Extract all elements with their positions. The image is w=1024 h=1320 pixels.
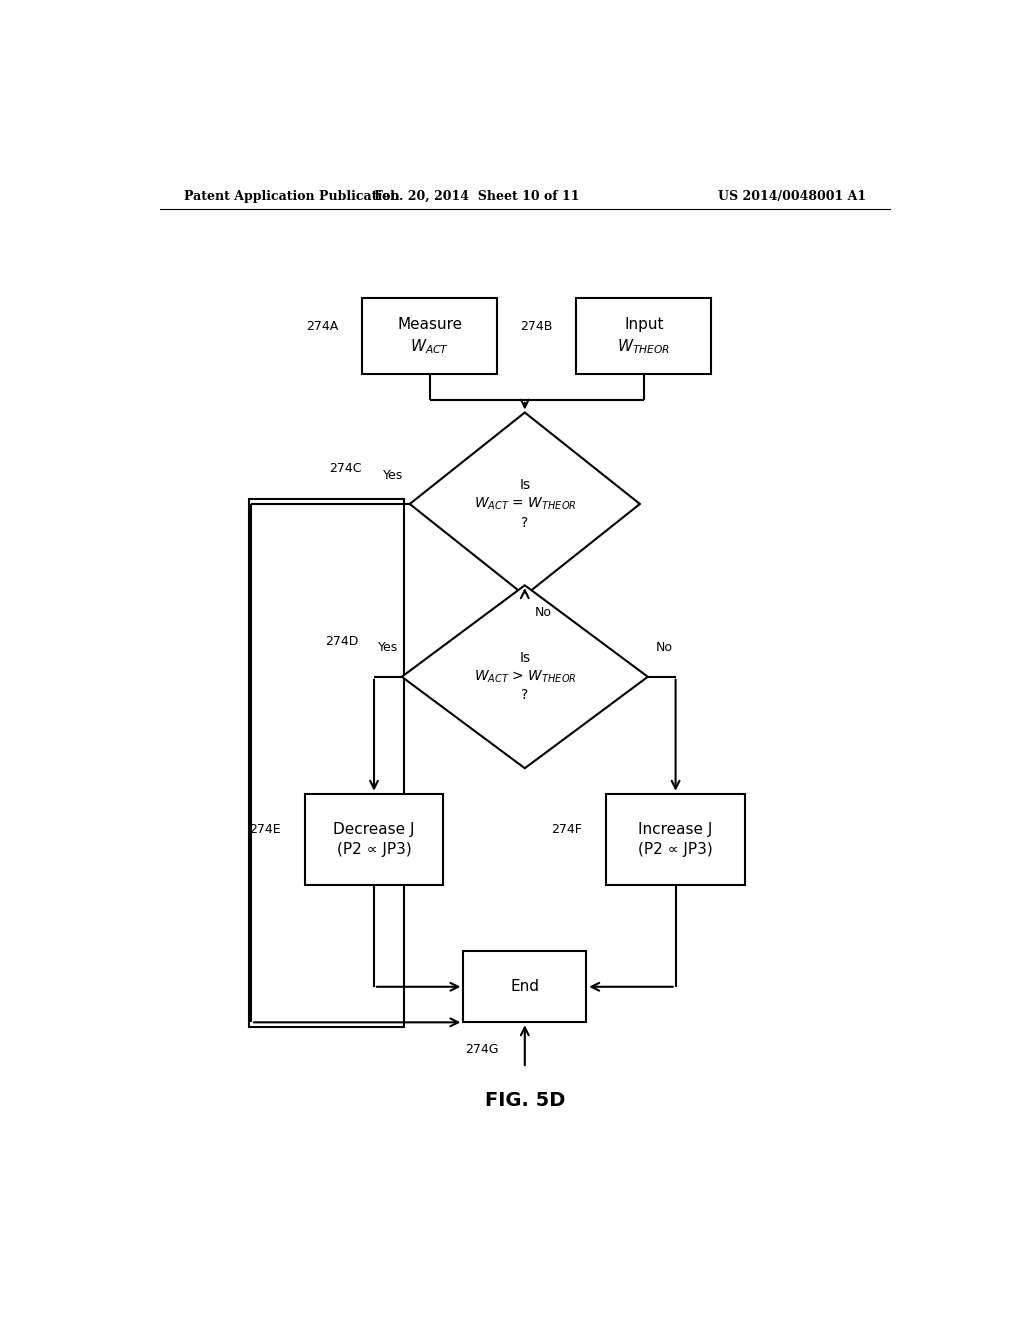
Text: FIG. 5D: FIG. 5D xyxy=(484,1092,565,1110)
Text: Increase J
(P2 ∝ JP3): Increase J (P2 ∝ JP3) xyxy=(638,822,713,857)
Bar xyxy=(463,952,587,1022)
Polygon shape xyxy=(401,585,648,768)
Bar xyxy=(577,298,712,375)
Text: 274C: 274C xyxy=(330,462,362,475)
Text: 274E: 274E xyxy=(249,822,281,836)
Text: Feb. 20, 2014  Sheet 10 of 11: Feb. 20, 2014 Sheet 10 of 11 xyxy=(375,190,580,202)
Text: Is
$W_{ACT}$ = $W_{THEOR}$
?: Is $W_{ACT}$ = $W_{THEOR}$ ? xyxy=(473,478,577,529)
Text: Measure
$W_{ACT}$: Measure $W_{ACT}$ xyxy=(397,317,462,356)
Bar xyxy=(249,499,404,1027)
Text: Yes: Yes xyxy=(383,469,403,482)
Text: 274G: 274G xyxy=(465,1043,499,1056)
Text: Input
$W_{THEOR}$: Input $W_{THEOR}$ xyxy=(617,317,671,356)
Bar xyxy=(362,298,497,375)
Text: US 2014/0048001 A1: US 2014/0048001 A1 xyxy=(718,190,866,202)
Bar xyxy=(304,793,443,886)
Text: 274B: 274B xyxy=(520,319,553,333)
Text: Decrease J
(P2 ∝ JP3): Decrease J (P2 ∝ JP3) xyxy=(333,822,415,857)
Text: Is
$W_{ACT}$ > $W_{THEOR}$
?: Is $W_{ACT}$ > $W_{THEOR}$ ? xyxy=(473,651,577,702)
Polygon shape xyxy=(410,412,640,595)
Text: 274A: 274A xyxy=(306,319,338,333)
Text: No: No xyxy=(655,642,673,655)
Text: 274F: 274F xyxy=(552,822,583,836)
Text: No: No xyxy=(535,606,551,619)
Text: Yes: Yes xyxy=(378,642,397,655)
Text: Patent Application Publication: Patent Application Publication xyxy=(183,190,399,202)
Text: End: End xyxy=(510,979,540,994)
Text: 274D: 274D xyxy=(325,635,358,648)
Bar xyxy=(606,793,745,886)
